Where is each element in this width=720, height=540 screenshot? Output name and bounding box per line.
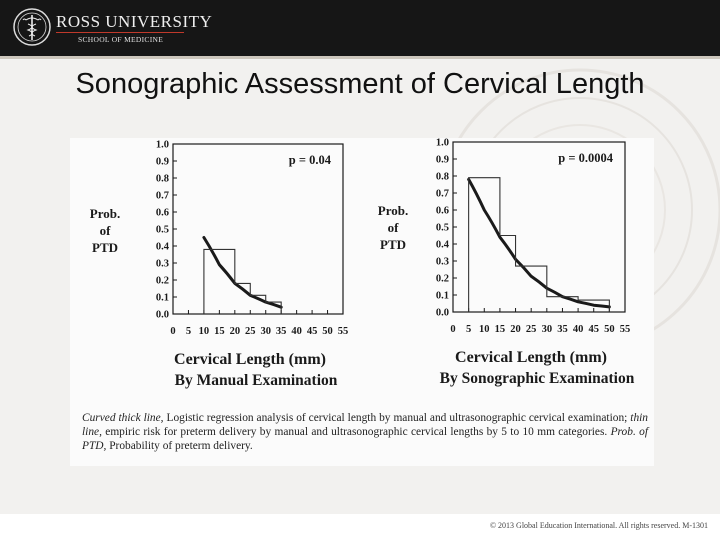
y-tick-label: 1.0 [436, 138, 449, 149]
x-axis-sublabel: By Sonographic Examination [440, 370, 635, 387]
slide-title: Sonographic Assessment of Cervical Lengt… [75, 68, 645, 100]
p-value-annotation: p = 0.0004 [558, 151, 613, 165]
y-tick-label: 0.9 [436, 155, 449, 166]
x-tick-label: 30 [260, 326, 271, 337]
x-tick-label: 35 [557, 324, 568, 335]
empiric-risk-step-line [468, 177, 610, 312]
x-tick-label: 5 [466, 324, 471, 335]
p-value-annotation: p = 0.04 [289, 153, 332, 167]
empiric-risk-step-line [203, 248, 282, 314]
x-tick-label: 15 [214, 326, 225, 337]
x-tick-label: 40 [291, 326, 302, 337]
y-tick-label: 0.1 [156, 293, 169, 304]
charts-canvas: 1.00.90.80.70.60.50.40.30.20.10.00 5 10 15 2… [90, 138, 635, 390]
y-tick-label: 0.9 [156, 157, 169, 168]
y-axis-label: PTD [380, 237, 406, 252]
x-tick-label: 0 [450, 324, 455, 335]
y-tick-label: 0.0 [436, 308, 449, 319]
y-tick-label: 0.1 [436, 291, 449, 302]
plot-frame [172, 143, 344, 315]
x-axis-sublabel: By Manual Examination [175, 372, 338, 389]
y-tick-label: 0.7 [156, 191, 169, 202]
x-tick-label: 5 [186, 326, 191, 337]
y-tick-label: 0.8 [156, 174, 169, 185]
x-tick-label: 45 [588, 324, 599, 335]
y-axis-label: Prob. [378, 203, 408, 218]
school-name: SCHOOL OF MEDICINE [78, 35, 164, 44]
y-tick-label: 0.5 [156, 225, 169, 236]
x-tick-label: 20 [510, 324, 520, 335]
y-tick-label: 0.7 [436, 189, 449, 200]
footer-bar [0, 514, 720, 540]
x-tick-label: 10 [479, 324, 490, 335]
x-tick-label: 35 [276, 326, 287, 337]
x-tick-label: 25 [526, 324, 537, 335]
x-tick-label: 45 [307, 326, 318, 337]
x-axis-label: Cervical Length (mm) [174, 351, 326, 368]
y-tick-label: 0.4 [156, 242, 170, 253]
x-tick-label: 10 [199, 326, 210, 337]
caption-term-ptd: Prob. of PTD, [82, 426, 648, 452]
caption-text-3: Probability of preterm delivery. [106, 440, 253, 452]
caption-term-thin: thin line, [82, 412, 649, 438]
x-axis-label: Cervical Length (mm) [455, 349, 607, 366]
y-tick-label: 0.3 [156, 259, 169, 270]
x-tick-label: 50 [604, 324, 615, 335]
y-tick-label: 0.3 [436, 257, 449, 268]
y-axis-label: of [100, 223, 112, 238]
x-tick-label: 15 [495, 324, 506, 335]
copyright-footer: © 2013 Global Education International. A… [489, 521, 708, 530]
x-tick-label: 40 [573, 324, 584, 335]
y-tick-label: 0.8 [436, 172, 449, 183]
logo-accent-line [56, 32, 184, 33]
y-tick-label: 1.0 [156, 140, 169, 151]
y-tick-label: 0.5 [436, 223, 449, 234]
y-tick-label: 0.2 [436, 274, 449, 285]
x-tick-label: 50 [322, 326, 333, 337]
header-bar: ROSS UNIVERSITY SCHOOL OF MEDICINE [0, 0, 720, 56]
y-tick-label: 0.0 [156, 310, 169, 321]
y-axis-label: PTD [92, 240, 118, 255]
y-tick-label: 0.6 [156, 208, 169, 219]
x-tick-label: 0 [170, 326, 175, 337]
x-tick-label: 25 [245, 326, 256, 337]
y-tick-label: 0.2 [156, 276, 169, 287]
y-axis-label: Prob. [90, 206, 120, 221]
y-tick-label: 0.6 [436, 206, 449, 217]
figure-caption: Curved thick line, Logistic regression a… [82, 411, 648, 453]
x-tick-label: 30 [542, 324, 553, 335]
caption-term-thick: Curved thick line, [82, 412, 164, 424]
caption-text-1: Logistic regression analysis of cervical… [163, 412, 631, 424]
logistic-regression-curve [202, 236, 283, 309]
institution-name: ROSS UNIVERSITY [56, 12, 213, 31]
plot-frame [452, 141, 626, 313]
logistic-regression-curve [467, 177, 611, 309]
y-axis-label: of [388, 220, 400, 235]
caption-text-2: empiric risk for preterm delivery by man… [101, 426, 611, 438]
caduceus-seal-icon [13, 8, 51, 46]
x-tick-label: 55 [620, 324, 631, 335]
figure-scan: 1.0 0.9 0.8 0.7 0.6 0.5 0.4 0.3 0.2 0.1 0.0 0 5 10 15 2… [70, 138, 654, 466]
y-tick-label: 0.4 [436, 240, 450, 251]
x-tick-label: 55 [338, 326, 349, 337]
header-divider [0, 56, 720, 59]
x-tick-label: 20 [230, 326, 241, 337]
